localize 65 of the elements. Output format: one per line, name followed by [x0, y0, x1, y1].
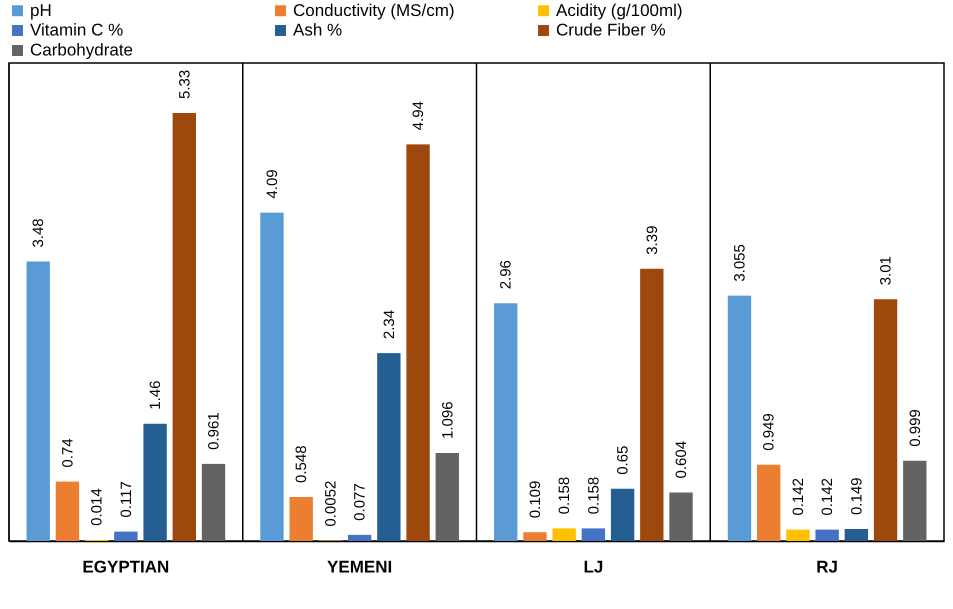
- legend-label: Vitamin C %: [30, 20, 124, 40]
- bar: [290, 496, 313, 541]
- x-tick-label: LJ: [583, 558, 604, 576]
- data-label: 0.158: [556, 476, 574, 514]
- bar: [844, 529, 868, 541]
- data-label: 0.158: [585, 476, 602, 514]
- bar: [786, 530, 810, 541]
- legend-label: pH: [30, 0, 52, 20]
- data-label: 0.077: [352, 483, 369, 521]
- x-tick-label: YEMENI: [327, 558, 392, 576]
- bar: [436, 452, 459, 541]
- data-label: 3.055: [731, 244, 748, 282]
- bar: [56, 482, 80, 541]
- data-label: 3.39: [644, 226, 661, 255]
- bar: [494, 303, 518, 541]
- legend-label: Crude Fiber %: [556, 20, 666, 40]
- bar: [260, 212, 284, 541]
- bar: [757, 464, 780, 541]
- data-label: 0.548: [293, 445, 310, 483]
- bar: [172, 113, 196, 541]
- data-label: 3.01: [878, 256, 895, 286]
- data-label: 0.999: [906, 409, 924, 447]
- bar: [669, 492, 693, 541]
- legend-label: Carbohydrate: [30, 40, 134, 60]
- data-label: 2.34: [380, 310, 398, 340]
- data-label: 0.117: [118, 481, 135, 518]
- data-label: 1.096: [439, 401, 456, 439]
- legend-label: Conductivity (MS/cm): [293, 0, 455, 20]
- bar: [552, 528, 576, 541]
- data-label: 0.961: [206, 412, 223, 450]
- bar: [640, 268, 664, 541]
- bar: [523, 532, 547, 541]
- bar: [874, 299, 898, 541]
- data-label: 0.74: [59, 438, 76, 468]
- legend-label: Ash %: [293, 20, 342, 40]
- bar: [202, 464, 226, 541]
- bar: [610, 488, 634, 541]
- x-tick-label: RJ: [816, 558, 838, 576]
- data-label: 0.0052: [322, 480, 340, 527]
- legend-label: Acidity (g/100ml): [556, 0, 683, 20]
- data-label: 0.142: [790, 478, 807, 516]
- data-label: 0.149: [848, 477, 866, 516]
- bar: [406, 144, 430, 541]
- bar: [143, 424, 167, 541]
- x-tick-label: EGYPTIAN: [82, 558, 170, 576]
- bar: [377, 353, 401, 541]
- bar: [815, 530, 839, 541]
- bar: [114, 532, 138, 541]
- data-label: 2.96: [498, 260, 515, 290]
- data-label: 4.94: [410, 101, 428, 130]
- data-label: 0.949: [760, 413, 778, 451]
- data-label: 0.014: [88, 488, 106, 526]
- bar: [348, 534, 372, 541]
- bar: [582, 528, 606, 541]
- data-label: 0.604: [673, 440, 690, 478]
- bar: [26, 262, 50, 541]
- data-label: 0.65: [614, 446, 632, 475]
- data-label: 0.142: [819, 478, 836, 516]
- data-label: 3.48: [30, 218, 48, 248]
- data-label: 1.46: [147, 380, 164, 410]
- data-label: 4.09: [264, 169, 281, 199]
- data-label: 0.109: [526, 480, 544, 518]
- data-label: 5.33: [176, 70, 194, 99]
- bar: [728, 296, 752, 541]
- bar: [903, 460, 926, 541]
